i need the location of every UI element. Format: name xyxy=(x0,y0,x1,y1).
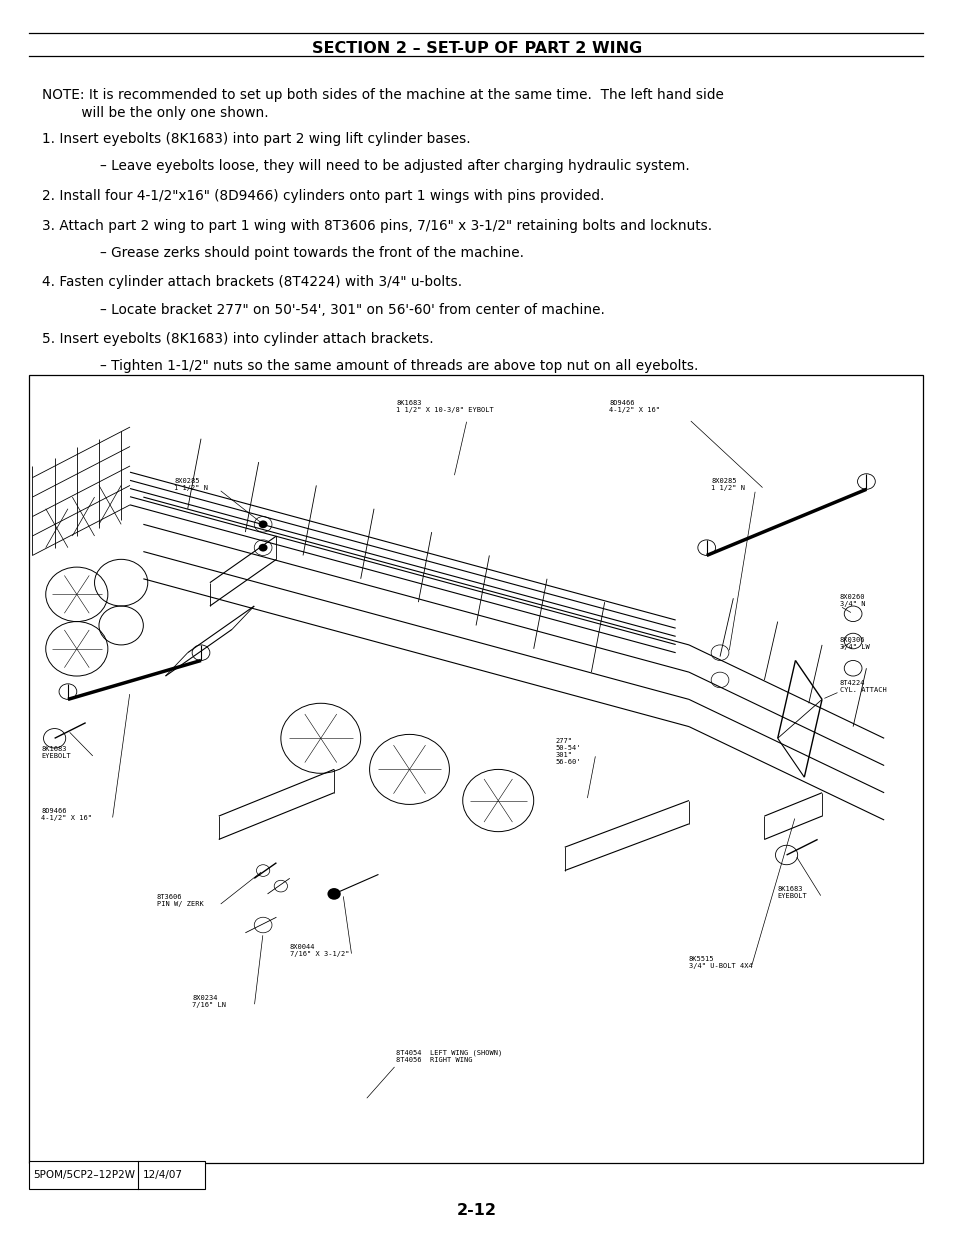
Bar xyxy=(29,1161,205,1189)
Text: 8T4054  LEFT WING (SHOWN)
8T4056  RIGHT WING: 8T4054 LEFT WING (SHOWN) 8T4056 RIGHT WI… xyxy=(395,1050,502,1063)
Text: 12/4/07: 12/4/07 xyxy=(143,1170,183,1181)
Text: 1. Insert eyebolts (8K1683) into part 2 wing lift cylinder bases.: 1. Insert eyebolts (8K1683) into part 2 … xyxy=(42,132,470,146)
Text: 5. Insert eyebolts (8K1683) into cylinder attach brackets.: 5. Insert eyebolts (8K1683) into cylinde… xyxy=(42,332,434,346)
Text: 3. Attach part 2 wing to part 1 wing with 8T3606 pins, 7/16" x 3-1/2" retaining : 3. Attach part 2 wing to part 1 wing wit… xyxy=(42,219,711,232)
Text: 277"
50-54'
301"
56-60': 277" 50-54' 301" 56-60' xyxy=(556,739,580,766)
Text: 8K1683
EYEBOLT: 8K1683 EYEBOLT xyxy=(41,746,71,760)
Text: 4. Fasten cylinder attach brackets (8T4224) with 3/4" u-bolts.: 4. Fasten cylinder attach brackets (8T42… xyxy=(42,275,461,289)
Text: – Tighten 1-1/2" nuts so the same amount of threads are above top nut on all eye: – Tighten 1-1/2" nuts so the same amount… xyxy=(100,359,698,373)
Text: SECTION 2 – SET-UP OF PART 2 WING: SECTION 2 – SET-UP OF PART 2 WING xyxy=(312,41,641,56)
Text: 2-12: 2-12 xyxy=(456,1203,497,1218)
Text: 5POM/5CP2–12P2W: 5POM/5CP2–12P2W xyxy=(33,1170,135,1181)
Text: 8K5515
3/4" U-BOLT 4X4: 8K5515 3/4" U-BOLT 4X4 xyxy=(688,956,752,969)
Text: 8T4224
CYL. ATTACH: 8T4224 CYL. ATTACH xyxy=(839,680,885,693)
Circle shape xyxy=(258,520,267,529)
Text: 8T3606
PIN W/ ZERK: 8T3606 PIN W/ ZERK xyxy=(156,894,203,906)
Text: 8X0285
1 1/2" N: 8X0285 1 1/2" N xyxy=(710,478,744,490)
Text: 8X0044
7/16" X 3-1/2": 8X0044 7/16" X 3-1/2" xyxy=(290,945,349,957)
Text: 8X0260
3/4" N: 8X0260 3/4" N xyxy=(839,594,864,608)
Text: 8K1683
1 1/2" X 10-3/8" EYBOLT: 8K1683 1 1/2" X 10-3/8" EYBOLT xyxy=(395,400,494,412)
Circle shape xyxy=(258,543,267,552)
Circle shape xyxy=(327,888,340,900)
Text: – Grease zerks should point towards the front of the machine.: – Grease zerks should point towards the … xyxy=(100,246,523,259)
Bar xyxy=(29,375,923,1163)
Text: – Leave eyebolts loose, they will need to be adjusted after charging hydraulic s: – Leave eyebolts loose, they will need t… xyxy=(100,159,689,173)
Text: 8X0306
3/4" LW: 8X0306 3/4" LW xyxy=(839,637,868,650)
Text: – Locate bracket 277" on 50'-54', 301" on 56'-60' from center of machine.: – Locate bracket 277" on 50'-54', 301" o… xyxy=(100,303,604,316)
Text: 8K1683
EYEBOLT: 8K1683 EYEBOLT xyxy=(777,887,806,899)
Text: 8D9466
4-1/2" X 16": 8D9466 4-1/2" X 16" xyxy=(608,400,659,412)
Text: 2. Install four 4-1/2"x16" (8D9466) cylinders onto part 1 wings with pins provid: 2. Install four 4-1/2"x16" (8D9466) cyli… xyxy=(42,189,603,203)
Text: 8X0234
7/16" LN: 8X0234 7/16" LN xyxy=(192,995,226,1008)
Text: 8X0285
1 1/2" N: 8X0285 1 1/2" N xyxy=(174,478,208,490)
Text: NOTE: It is recommended to set up both sides of the machine at the same time.  T: NOTE: It is recommended to set up both s… xyxy=(42,89,723,120)
Text: 8D9466
4-1/2" X 16": 8D9466 4-1/2" X 16" xyxy=(41,809,92,821)
